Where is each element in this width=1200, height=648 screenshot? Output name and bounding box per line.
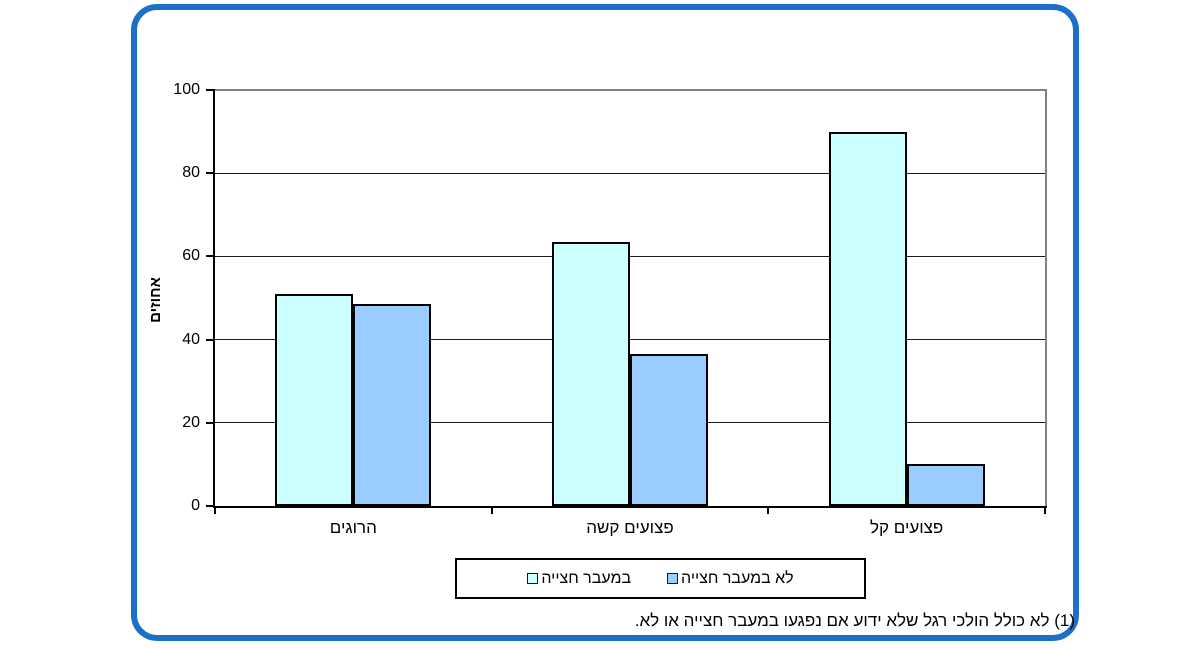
- footnote-text: (1) לא כולל הולכי רגל שלא ידוע אם נפגעו …: [634, 611, 1075, 630]
- y-tick-mark: [206, 89, 215, 91]
- x-tick-mark: [214, 508, 216, 514]
- legend-series-label: לא במעבר חצייה: [681, 569, 794, 587]
- bar: [828, 131, 907, 506]
- y-tick-mark: [206, 421, 215, 424]
- y-axis-line: [213, 89, 215, 508]
- gridline: [215, 172, 1045, 174]
- legend-box: במעבר חצייה לא במעבר חצייה: [455, 558, 866, 599]
- gridline: [215, 255, 1045, 257]
- legend-item: לא במעבר חצייה: [667, 570, 794, 588]
- bar: [275, 293, 354, 506]
- y-tick-mark: [206, 255, 215, 258]
- category-label: הרוגים: [329, 518, 377, 537]
- y-tick-mark: [206, 505, 215, 507]
- x-tick-mark: [1044, 508, 1046, 514]
- gridline: [215, 339, 1045, 341]
- y-tick-label: 0: [191, 497, 200, 514]
- legend-marker-swatch: [527, 573, 539, 584]
- category-label: פצועים קשה: [586, 518, 674, 537]
- x-tick-mark: [767, 508, 770, 514]
- y-tick-label: 40: [182, 330, 200, 348]
- x-axis-line: [213, 506, 1047, 508]
- y-tick-label: 20: [182, 413, 200, 431]
- bar: [552, 241, 630, 506]
- legend-marker-swatch: [667, 573, 679, 584]
- x-tick-mark: [490, 508, 493, 514]
- y-tick-label: 80: [182, 164, 200, 182]
- bar: [630, 354, 708, 506]
- y-tick-mark: [206, 172, 215, 175]
- y-tick-label: 100: [173, 81, 200, 98]
- legend-item: במעבר חצייה: [527, 570, 631, 588]
- category-label: פצועים קל: [870, 518, 944, 537]
- y-tick-label: 60: [182, 247, 200, 265]
- bar: [906, 464, 985, 506]
- plot-top-border: [215, 89, 1045, 91]
- y-tick-mark: [206, 338, 215, 341]
- plot-right-border: [1045, 89, 1047, 507]
- legend-series-label: במעבר חצייה: [541, 569, 632, 587]
- y-axis-title: אחוזים: [147, 277, 164, 323]
- bar: [353, 304, 432, 506]
